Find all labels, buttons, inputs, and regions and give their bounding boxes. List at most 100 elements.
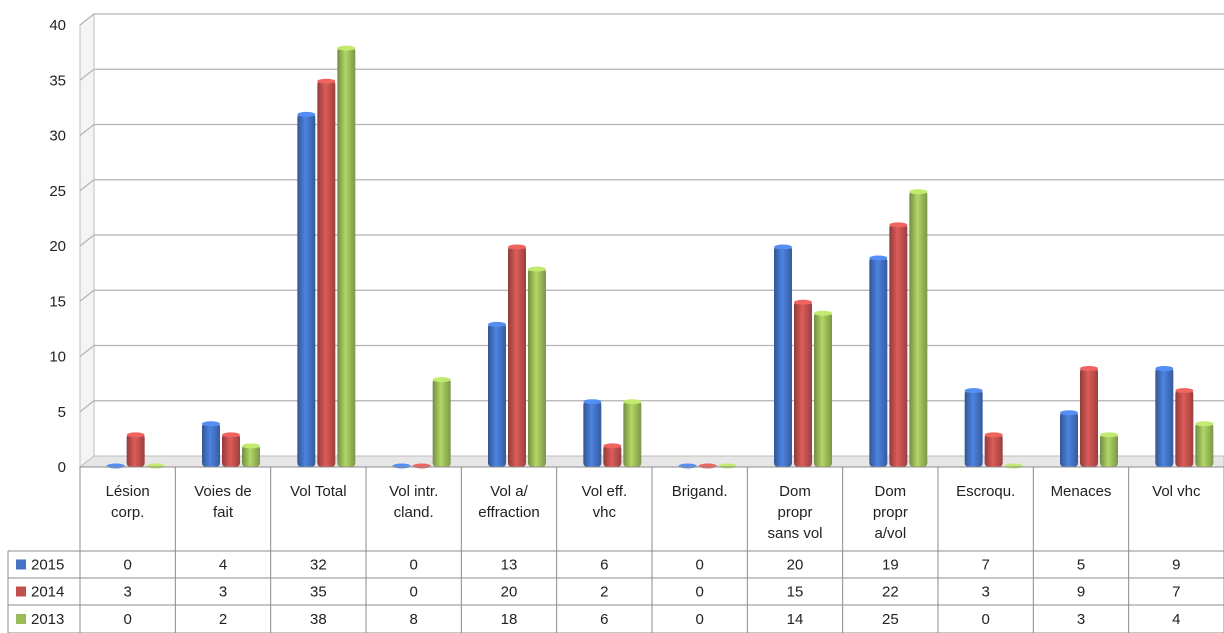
gridline-side bbox=[79, 234, 95, 247]
bar bbox=[432, 377, 451, 467]
bar-cap bbox=[412, 463, 431, 469]
data-label: 5 bbox=[1077, 557, 1085, 574]
bar bbox=[337, 45, 356, 467]
bar-body bbox=[1060, 411, 1078, 467]
bar bbox=[1155, 366, 1174, 467]
legend-label: 2013 bbox=[31, 611, 64, 628]
legend-key-2014 bbox=[16, 586, 26, 597]
category-label: Vol vhc bbox=[1152, 483, 1201, 500]
bar-body bbox=[1080, 367, 1098, 467]
category-label: effraction bbox=[478, 504, 539, 521]
gridline-side bbox=[79, 400, 95, 413]
bar-body bbox=[1100, 433, 1118, 467]
bar-body bbox=[774, 246, 792, 467]
bar bbox=[242, 443, 260, 467]
bar bbox=[488, 321, 506, 467]
data-label: 35 bbox=[310, 584, 327, 601]
bar bbox=[1195, 421, 1214, 467]
bar-cap bbox=[869, 255, 888, 261]
data-label: 0 bbox=[695, 611, 703, 628]
bar-body bbox=[126, 433, 145, 467]
bar bbox=[202, 421, 220, 467]
data-label: 9 bbox=[1077, 584, 1085, 601]
legend-key-2015 bbox=[16, 559, 26, 570]
bar-cap bbox=[718, 463, 737, 469]
bar-body bbox=[202, 422, 220, 467]
bar-body bbox=[337, 47, 356, 467]
data-label: 0 bbox=[981, 611, 989, 628]
bar-body bbox=[317, 80, 336, 467]
data-label: 15 bbox=[787, 584, 804, 601]
bar-body bbox=[528, 268, 546, 467]
data-label: 38 bbox=[310, 611, 327, 628]
data-label: 0 bbox=[409, 557, 417, 574]
data-label: 0 bbox=[695, 557, 703, 574]
bar bbox=[583, 399, 602, 467]
y-tick-label: 0 bbox=[58, 459, 66, 476]
bar bbox=[146, 463, 165, 469]
category-label: a/vol bbox=[874, 525, 906, 542]
bar-cap bbox=[392, 463, 411, 469]
category-label: Menaces bbox=[1051, 483, 1112, 500]
bar-body bbox=[984, 433, 1003, 467]
category-label: fait bbox=[213, 504, 234, 521]
bar-cap bbox=[508, 244, 526, 250]
bar bbox=[603, 443, 622, 467]
data-label: 22 bbox=[882, 584, 899, 601]
bar bbox=[1004, 463, 1023, 469]
bar-cap bbox=[1060, 410, 1078, 416]
data-label: 3 bbox=[981, 584, 989, 601]
category-label: Escroqu. bbox=[956, 483, 1015, 500]
data-label: 18 bbox=[501, 611, 518, 628]
bar-body bbox=[869, 257, 888, 467]
bar-cap bbox=[1080, 366, 1098, 372]
bar-cap bbox=[603, 443, 622, 449]
data-label: 32 bbox=[310, 557, 327, 574]
bar-cap bbox=[1195, 421, 1214, 427]
bar-cap bbox=[678, 463, 697, 469]
legend-label: 2015 bbox=[31, 557, 64, 574]
bar-body bbox=[794, 301, 812, 467]
bar bbox=[528, 266, 546, 467]
bar bbox=[774, 244, 792, 467]
y-axis: 0 5 10 15 20 25 30 35 40 bbox=[49, 17, 66, 476]
bar-cap bbox=[202, 421, 220, 427]
bar bbox=[984, 432, 1003, 467]
data-label: 3 bbox=[219, 584, 227, 601]
bar-cap bbox=[297, 111, 316, 117]
category-label: vhc bbox=[593, 504, 617, 521]
bar-cap bbox=[794, 299, 812, 305]
y-tick-label: 30 bbox=[49, 128, 66, 145]
data-label: 4 bbox=[219, 557, 227, 574]
y-tick-label: 40 bbox=[49, 17, 66, 34]
bar-body bbox=[889, 223, 908, 467]
bar bbox=[392, 463, 411, 469]
bar bbox=[412, 463, 431, 469]
bar-body bbox=[242, 444, 260, 467]
data-label: 0 bbox=[409, 584, 417, 601]
bar bbox=[126, 432, 145, 467]
bar-cap bbox=[774, 244, 792, 250]
bar-body bbox=[1175, 389, 1194, 467]
category-label: Dom bbox=[779, 483, 811, 500]
bar-cap bbox=[583, 399, 602, 405]
bar bbox=[106, 463, 125, 469]
data-label: 3 bbox=[1077, 611, 1085, 628]
bar bbox=[814, 310, 832, 467]
bar bbox=[297, 111, 316, 468]
category-label: sans vol bbox=[767, 525, 822, 542]
bar-cap bbox=[1175, 388, 1194, 394]
bar-cap bbox=[528, 266, 546, 272]
bar bbox=[718, 463, 737, 469]
bar-cap bbox=[984, 432, 1003, 438]
data-label: 6 bbox=[600, 557, 608, 574]
legend-key-2013 bbox=[16, 614, 26, 624]
category-label: Vol eff. bbox=[582, 483, 628, 500]
bar bbox=[1175, 388, 1194, 467]
data-label: 13 bbox=[501, 557, 518, 574]
bar bbox=[317, 78, 336, 467]
gridline-side bbox=[79, 179, 95, 192]
data-label: 2 bbox=[600, 584, 608, 601]
bar-body bbox=[583, 400, 602, 467]
data-label: 20 bbox=[787, 557, 804, 574]
